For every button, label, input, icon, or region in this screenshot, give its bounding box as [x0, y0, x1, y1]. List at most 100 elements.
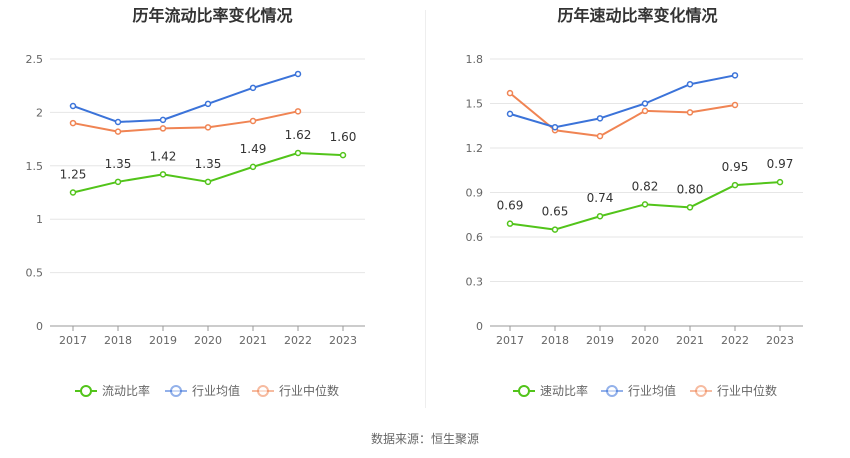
data-label: 0.80 [677, 182, 704, 196]
data-point [506, 89, 514, 97]
x-tick-label: 2017 [59, 334, 87, 347]
data-label: 1.35 [105, 157, 132, 171]
data-point [69, 102, 77, 110]
data-point [294, 108, 302, 115]
quick-ratio-plot: 0 0.3 0.6 0.9 1.2 1.5 1.8 2017 2018 2019 2020 2021 2… [466, 53, 803, 398]
current-ratio-chart: 历年流动比率变化情况 0 0.5 1 1.5 2 2.5 2017 2018 2019 2020 2… [0, 0, 425, 420]
legend-item: 行业中位数 [690, 383, 777, 398]
data-label: 1.42 [150, 149, 177, 163]
y-tick-label: 1 [36, 213, 43, 226]
x-tick-label: 2023 [329, 334, 357, 347]
data-point [339, 151, 347, 159]
y-tick-label: 2 [36, 106, 43, 119]
legend-item: 速动比率 [513, 383, 588, 398]
data-point [641, 201, 649, 208]
y-tick-label: 2.5 [26, 53, 44, 66]
data-point [159, 125, 167, 132]
y-tick-label: 0 [476, 320, 483, 333]
data-point [204, 124, 212, 131]
legend-swatch-marker [80, 385, 92, 397]
x-tick-label: 2017 [496, 334, 524, 347]
data-point [249, 84, 257, 92]
data-label: 0.97 [767, 157, 794, 171]
x-tick-label: 2022 [284, 334, 312, 347]
y-tick-label: 0.9 [466, 187, 484, 200]
data-point [114, 128, 122, 135]
data-point [294, 149, 302, 157]
data-label: 1.35 [195, 157, 222, 171]
data-point [294, 70, 302, 78]
data-point [159, 116, 167, 124]
legend-item: 流动比率 [75, 383, 150, 398]
x-tick-label: 2022 [721, 334, 749, 347]
y-tick-label: 0.5 [26, 267, 44, 280]
chart-title: 历年速动比率变化情况 [557, 6, 718, 25]
data-point [69, 119, 77, 127]
y-tick-label: 0.3 [466, 276, 484, 289]
legend-item: 行业均值 [601, 383, 676, 398]
data-label: 1.60 [330, 130, 357, 144]
legend-swatch-marker [606, 385, 618, 397]
legend-swatch-marker [257, 385, 269, 397]
panel-divider [425, 10, 426, 408]
data-point [249, 163, 257, 171]
x-tick-label: 2019 [149, 334, 177, 347]
data-label: 1.62 [285, 128, 312, 142]
legend-label: 行业均值 [628, 383, 676, 398]
x-tick-label: 2023 [766, 334, 794, 347]
data-point [159, 171, 167, 178]
x-tick-label: 2021 [239, 334, 267, 347]
chart-title: 历年流动比率变化情况 [132, 6, 293, 25]
data-point [204, 178, 212, 186]
data-point [641, 107, 649, 115]
legend-swatch-marker [695, 385, 707, 397]
y-tick-label: 1.5 [466, 98, 484, 111]
series-line-2 [72, 110, 299, 133]
y-tick-label: 1.2 [466, 142, 484, 155]
data-point [641, 100, 649, 107]
data-point [731, 101, 739, 109]
data-point [596, 115, 604, 122]
data-source: 数据来源：恒生聚源 [370, 432, 479, 446]
data-point [249, 117, 257, 125]
x-tick-label: 2021 [676, 334, 704, 347]
data-point [686, 109, 694, 116]
data-point [596, 132, 604, 140]
data-label: 0.74 [587, 191, 614, 205]
x-tick-label: 2020 [194, 334, 222, 347]
series-line-1 [509, 74, 736, 129]
data-point [506, 220, 514, 227]
data-point [69, 189, 77, 196]
data-point [204, 100, 212, 108]
legend-label: 行业均值 [192, 383, 240, 398]
y-tick-label: 0.6 [466, 231, 484, 244]
current-ratio-plot: 0 0.5 1 1.5 2 2.5 2017 2018 2019 2020 2021 2022 2023… [26, 53, 365, 398]
y-tick-label: 1.5 [26, 160, 44, 173]
data-point [731, 72, 739, 79]
data-point [776, 178, 784, 186]
series-line-1 [72, 72, 299, 124]
data-point [114, 178, 122, 186]
legend-label: 速动比率 [540, 383, 588, 398]
data-label: 1.49 [240, 142, 267, 156]
legend-label: 行业中位数 [717, 383, 777, 398]
data-point [114, 118, 122, 126]
legend-label: 流动比率 [102, 383, 150, 398]
data-point [551, 226, 559, 233]
y-tick-label: 0 [36, 320, 43, 333]
y-tick-label: 1.8 [466, 53, 484, 66]
data-point [731, 181, 739, 189]
legend-swatch-marker [518, 385, 530, 397]
legend-item: 行业均值 [165, 383, 240, 398]
data-label: 0.69 [497, 199, 524, 213]
x-tick-label: 2018 [541, 334, 569, 347]
data-point [686, 204, 694, 211]
x-tick-label: 2020 [631, 334, 659, 347]
quick-ratio-chart: 历年速动比率变化情况 0 0.3 0.6 0.9 1.2 1.5 1.8 2017 2018 20… [425, 0, 850, 420]
data-label: 0.65 [542, 205, 569, 219]
data-point [686, 80, 694, 88]
data-label: 1.25 [60, 168, 87, 182]
series-line-2 [509, 92, 736, 138]
data-label: 0.82 [632, 179, 659, 193]
x-tick-label: 2018 [104, 334, 132, 347]
